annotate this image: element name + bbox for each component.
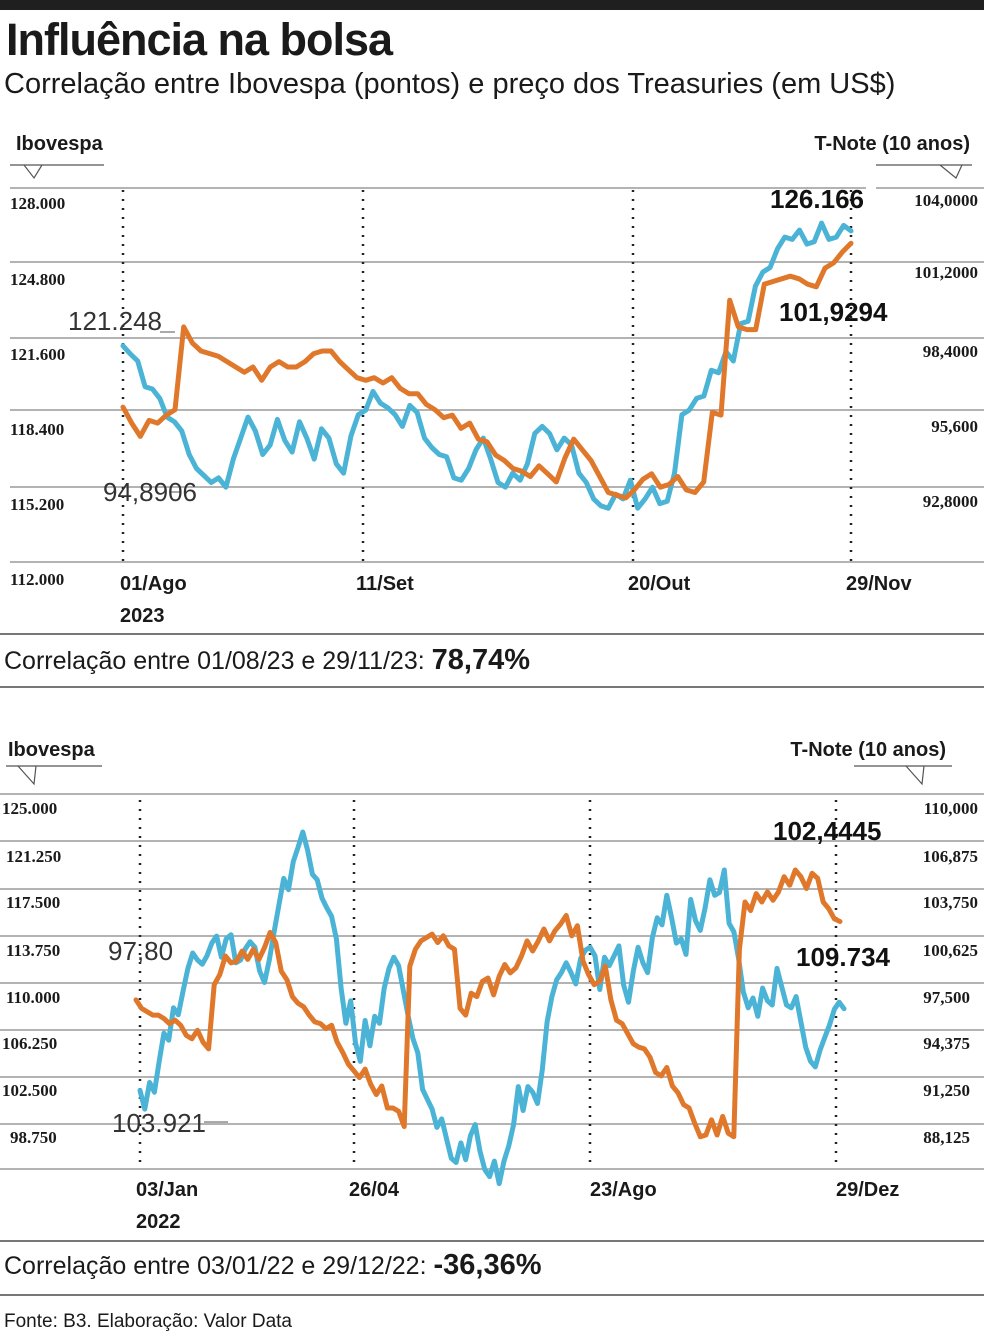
divider [0, 686, 984, 688]
chart-2023: Ibovespa T-Note (10 anos) 128.000 124.80… [10, 133, 984, 627]
date-markers [121, 190, 853, 562]
x-ticks: 01/Ago 11/Set 20/Out 29/Nov 2023 [120, 573, 912, 627]
right-tick: 100,625 [923, 941, 978, 960]
correlation-label: Correlação entre 03/01/22 e 29/12/22: [4, 1252, 427, 1280]
right-tick: 103,750 [923, 893, 978, 912]
left-tick: 102.500 [2, 1081, 57, 1100]
divider [0, 1240, 984, 1242]
tnote-start-label: 94,8906 [103, 477, 197, 507]
right-tick: 92,8000 [923, 492, 978, 511]
tnote-series-line [133, 867, 843, 1140]
right-axis-title: T-Note (10 anos) [814, 133, 970, 155]
left-tick: 117.500 [6, 893, 60, 912]
right-tick: 106,875 [923, 847, 978, 866]
x-tick: 26/04 [349, 1179, 400, 1201]
left-axis-title: Ibovespa [16, 133, 104, 155]
tnote-start-label: 97,80 [108, 936, 173, 966]
right-tick: 101,2000 [914, 263, 978, 282]
x-year: 2022 [136, 1211, 181, 1233]
left-tick: 125.000 [2, 799, 57, 818]
x-tick: 20/Out [628, 573, 691, 595]
left-tick: 113.750 [6, 941, 60, 960]
ibovespa-end-label: 126.166 [770, 184, 864, 214]
left-axis-title: Ibovespa [8, 739, 96, 761]
right-tick: 91,250 [923, 1081, 970, 1100]
page-subtitle: Correlação entre Ibovespa (pontos) e pre… [4, 68, 896, 100]
ibovespa-start-label: 103.921 [112, 1108, 206, 1138]
left-tick: 121.600 [10, 345, 65, 364]
ibovespa-end-label: 109.734 [796, 942, 891, 972]
x-tick: 11/Set [356, 573, 414, 595]
correlation-value: 78,74% [431, 644, 530, 676]
left-tick: 106.250 [2, 1034, 57, 1053]
tnote-end-label: 102,4445 [773, 816, 881, 846]
right-tick: 97,500 [923, 988, 970, 1007]
x-tick: 23/Ago [590, 1179, 657, 1201]
left-tick: 112.000 [10, 570, 64, 589]
left-tick: 98.750 [10, 1128, 57, 1147]
right-tick: 98,4000 [923, 342, 978, 361]
right-tick: 94,375 [923, 1034, 970, 1053]
left-tick: 118.400 [10, 420, 64, 439]
right-axis-title: T-Note (10 anos) [790, 739, 946, 761]
left-tick: 121.250 [6, 847, 61, 866]
date-markers [138, 800, 838, 1169]
ibovespa-series-line [120, 220, 854, 511]
divider [0, 633, 984, 635]
divider [0, 1294, 984, 1296]
left-tick: 115.200 [10, 495, 64, 514]
left-tick: 110.000 [6, 988, 60, 1007]
tnote-end-label: 101,9294 [779, 297, 888, 327]
right-tick: 95,600 [931, 417, 978, 436]
x-ticks: 03/Jan 26/04 23/Ago 29/Dez 2022 [136, 1179, 899, 1233]
source-note: Fonte: B3. Elaboração: Valor Data [4, 1311, 292, 1332]
right-ticks: 110,000 106,875 103,750 100,625 97,500 9… [923, 799, 978, 1147]
left-ticks: 125.000 121.250 117.500 113.750 110.000 … [2, 799, 61, 1147]
right-tick: 104,0000 [914, 191, 978, 210]
ibovespa-start-label: 121.248 [68, 306, 162, 336]
top-rule [0, 0, 984, 10]
x-tick: 29/Dez [836, 1179, 899, 1201]
right-tick: 88,125 [923, 1128, 970, 1147]
x-tick: 29/Nov [846, 573, 912, 595]
left-tick: 124.800 [10, 270, 65, 289]
left-tick: 128.000 [10, 194, 65, 213]
left-ticks: 128.000 124.800 121.600 118.400 115.200 … [10, 194, 65, 589]
x-year: 2023 [120, 605, 165, 627]
chart-2022: Ibovespa T-Note (10 anos) 125.000 121.25… [0, 739, 984, 1233]
correlation-2023: Correlação entre 01/08/23 e 29/11/23: 78… [4, 645, 530, 676]
page-title: Influência na bolsa [6, 14, 393, 65]
x-tick: 01/Ago [120, 573, 187, 595]
correlation-label: Correlação entre 01/08/23 e 29/11/23: [4, 647, 425, 675]
right-tick: 110,000 [924, 799, 978, 818]
x-tick: 03/Jan [136, 1179, 198, 1201]
tnote-series-line [120, 240, 854, 501]
right-ticks: 104,0000 101,2000 98,4000 95,600 92,8000 [914, 191, 978, 511]
correlation-2022: Correlação entre 03/01/22 e 29/12/22: -3… [4, 1250, 542, 1281]
correlation-value: -36,36% [433, 1249, 542, 1281]
